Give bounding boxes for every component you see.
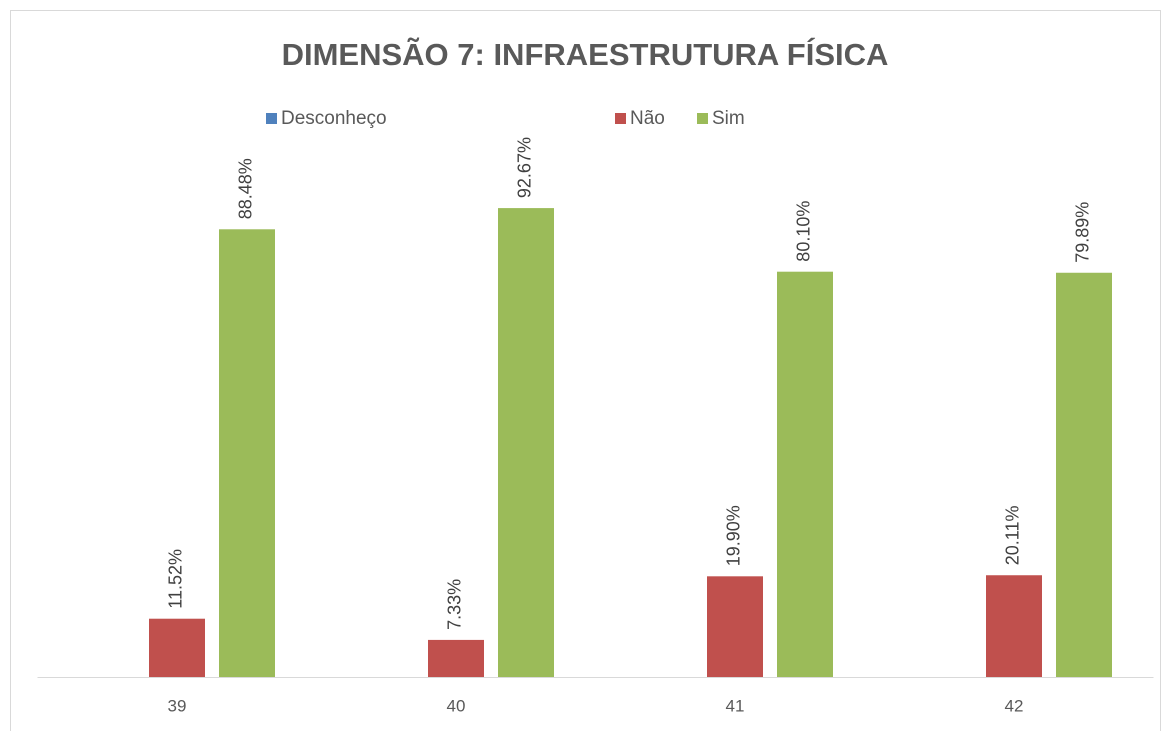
bar	[1056, 272, 1112, 677]
data-label: 11.52%	[166, 549, 186, 609]
data-label: 88.48%	[236, 158, 256, 219]
x-tick-label: 40	[447, 696, 466, 715]
chart-frame	[10, 10, 1161, 731]
data-label: 92.67%	[515, 137, 535, 198]
data-label: 19.90%	[724, 505, 744, 566]
bar	[986, 575, 1042, 677]
data-label: 20.11%	[1003, 506, 1023, 566]
x-tick-label: 39	[168, 696, 187, 715]
legend-swatch	[266, 113, 277, 124]
legend-swatch	[615, 113, 626, 124]
legend-label: Sim	[712, 108, 745, 129]
bar	[498, 208, 554, 678]
bar	[149, 618, 205, 677]
legend-label: Não	[630, 108, 665, 129]
x-tick-label: 42	[1005, 696, 1024, 715]
legend-label: Desconheço	[281, 108, 387, 129]
bar	[428, 639, 484, 677]
bar	[219, 229, 275, 677]
data-label: 80.10%	[794, 201, 814, 262]
bar	[777, 271, 833, 677]
legend-swatch	[697, 113, 708, 124]
chart-title: DIMENSÃO 7: INFRAESTRUTURA FÍSICA	[282, 37, 889, 72]
data-label: 79.89%	[1073, 202, 1093, 263]
data-label: 7.33%	[445, 579, 465, 630]
x-tick-label: 41	[726, 696, 745, 715]
bar	[707, 576, 763, 677]
